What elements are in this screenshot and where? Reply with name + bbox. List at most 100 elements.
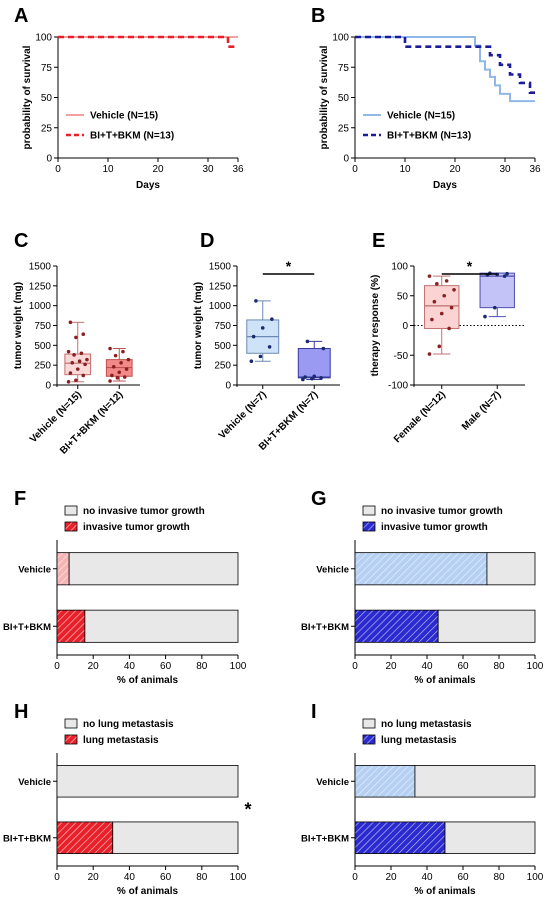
y-tick-label: 0 [225,381,231,392]
x-tick-label: 0 [55,164,61,175]
data-point [119,360,123,365]
stacked-bar-H: no lung metastasis lung metastasis 0 20 40 60… [3,718,252,897]
box-plot-D: 0 250 500 750 1000 1250 1500 tumor weight (mg) V… [193,258,340,453]
data-point [74,378,78,383]
legend-label: BI+T+BKM (N=13) [387,131,471,142]
x-tick-label: Female (N=12) [392,389,448,445]
y-tick-label: BI+T+BKM [301,622,349,633]
y-tick-label: BI+T+BKM [3,833,51,844]
y-axis-title: therapy response (%) [370,275,381,377]
data-point [502,274,507,278]
x-tick-label: 20 [88,872,100,883]
data-point [249,359,254,364]
y-tick-label: Vehicle [316,564,349,575]
stacked-bar-G: no invasive tumor growth invasive tumor g… [301,505,544,686]
x-tick-label: 100 [527,872,544,883]
x-tick-label: 0 [54,872,60,883]
y-tick-label: 75 [41,63,53,74]
y-tick-label: 100 [35,33,52,44]
y-tick-label: 100 [391,262,408,273]
survival-line-vehicle [355,36,535,103]
box [479,272,515,309]
y-tick-label: 0 [46,154,52,165]
legend-label: lung metastasis [381,735,457,746]
data-point [83,362,87,367]
survival-plot-A: 0 25 50 75 100 0 10 20 30 36 Days probability of su… [22,33,244,192]
y-tick-label: 1250 [29,281,52,292]
data-point [68,320,73,325]
data-point [85,357,89,362]
x-tick-label: 30 [499,164,511,175]
panel-letter: B [311,5,325,27]
x-tick-label: 20 [152,164,164,175]
bar-segment [56,609,86,643]
bar-segment [486,552,536,586]
legend-label: BI+T+BKM (N=13) [90,131,174,142]
y-tick-label: 25 [41,123,53,134]
data-point [260,326,265,330]
x-tick-label: 0 [54,661,60,672]
x-tick-label: 80 [196,661,208,672]
data-point [258,354,263,359]
legend-label: Vehicle (N=15) [90,111,158,122]
panel-letter: E [372,230,385,252]
data-point [113,353,118,358]
x-tick-label: 20 [385,872,397,883]
x-tick-label: Male (N=7) [460,389,503,432]
bar-segment [444,821,536,854]
legend-swatch [64,521,78,532]
x-tick-label: 80 [196,872,208,883]
x-axis-title: % of animals [414,886,476,897]
data-point [444,279,449,283]
y-tick-label: Vehicle [316,777,349,788]
legend-label: lung metastasis [83,735,159,746]
y-tick-label: 0 [343,154,349,165]
legend-swatch [362,734,376,745]
data-point [305,339,310,344]
data-point [72,353,76,357]
bar-segment [414,765,536,798]
data-point [68,371,73,375]
x-tick-label: 36 [529,164,541,175]
data-point [310,376,314,381]
box [424,285,460,329]
x-tick-label: 20 [385,661,397,672]
data-point [430,317,434,322]
y-axis-title: tumor weight (mg) [193,282,204,369]
y-axis-title: tumor weight (mg) [13,282,24,369]
x-tick-label: 100 [527,661,544,672]
y-tick-label: 750 [34,321,51,332]
legend-label: no lung metastasis [381,719,472,730]
x-tick-label: 80 [493,872,505,883]
data-point [319,376,323,380]
box [64,353,92,376]
y-tick-label: 0 [45,381,51,392]
legend-swatch [64,734,78,745]
data-point [126,357,131,362]
data-point [270,317,274,321]
y-tick-label: 750 [214,321,231,332]
data-point [437,344,442,349]
y-tick-label: 50 [397,291,409,302]
y-axis-title: probability of survival [22,45,33,149]
data-point [108,346,112,351]
legend-label: invasive tumor growth [381,522,488,533]
panel-letter: H [14,701,28,723]
y-tick-label: 75 [338,63,350,74]
panel-letter: F [14,488,26,510]
data-point [432,299,437,304]
data-point [312,374,317,379]
bar-segment [68,552,239,586]
x-tick-label: 40 [124,661,136,672]
x-tick-label: 40 [421,872,433,883]
y-tick-label: 25 [338,123,350,134]
data-point [505,271,509,276]
data-point [75,367,80,371]
data-point [301,377,305,382]
data-point [108,379,112,383]
data-point [66,349,71,354]
x-tick-label: 100 [230,872,247,883]
data-point [110,373,114,378]
